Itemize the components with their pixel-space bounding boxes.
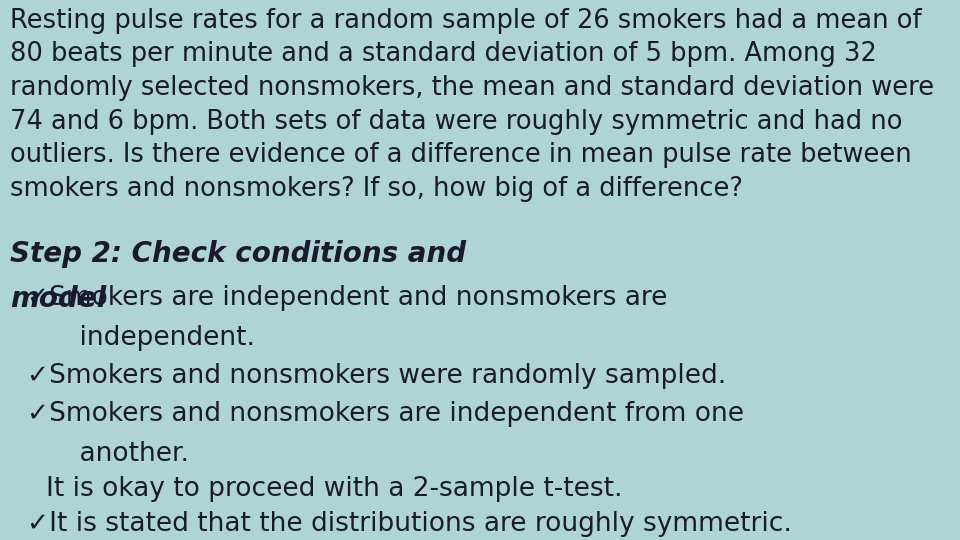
Text: ✓Smokers and nonsmokers are independent from one: ✓Smokers and nonsmokers are independent … — [27, 401, 744, 427]
Text: ✓Smokers and nonsmokers were randomly sampled.: ✓Smokers and nonsmokers were randomly sa… — [27, 363, 726, 389]
Text: independent.: independent. — [46, 326, 255, 352]
Text: It is okay to proceed with a 2-sample t-test.: It is okay to proceed with a 2-sample t-… — [46, 476, 623, 502]
Text: model: model — [10, 285, 107, 313]
Text: Step 2: Check conditions and: Step 2: Check conditions and — [10, 240, 467, 267]
Text: ✓It is stated that the distributions are roughly symmetric.: ✓It is stated that the distributions are… — [27, 511, 792, 537]
Text: Resting pulse rates for a random sample of 26 smokers had a mean of
80 beats per: Resting pulse rates for a random sample … — [10, 8, 934, 202]
Text: ✓Smokers are independent and nonsmokers are: ✓Smokers are independent and nonsmokers … — [27, 285, 667, 312]
Text: another.: another. — [46, 441, 189, 467]
